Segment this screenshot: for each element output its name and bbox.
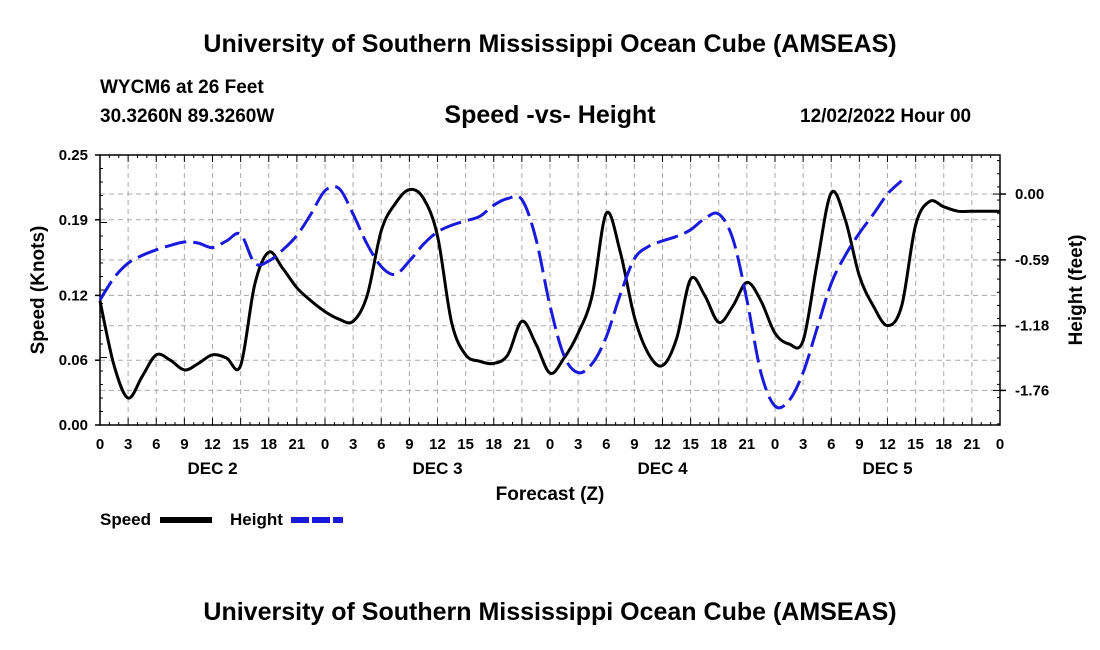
- x-tick-label: 12: [429, 436, 446, 453]
- x-tick-label: 9: [855, 436, 863, 453]
- x-tick-label: 0: [546, 436, 554, 453]
- x-tick-label: 12: [204, 436, 221, 453]
- x-tick-label: 15: [232, 436, 249, 453]
- grid: [100, 155, 1000, 425]
- x-tick-label: 18: [935, 436, 952, 453]
- speed-series-line: [98, 187, 1000, 400]
- x-tick-label: 15: [682, 436, 699, 453]
- x-tick-label: 0: [771, 436, 779, 453]
- chart-subtitle: Speed -vs- Height: [444, 101, 656, 129]
- x-tick-label: 18: [710, 436, 727, 453]
- legend: Speed Height: [100, 510, 343, 529]
- y-right-tick-label: -0.59: [1015, 252, 1049, 269]
- x-tick-label: 9: [405, 436, 413, 453]
- y-left-tick-label: 0.25: [59, 147, 88, 164]
- x-tick-label: 9: [630, 436, 638, 453]
- day-label: DEC 2: [187, 459, 237, 478]
- y-left-tick-label: 0.00: [59, 417, 88, 434]
- x-tick-label: 21: [289, 436, 306, 453]
- x-tick-label: 18: [260, 436, 277, 453]
- x-tick-label: 18: [485, 436, 502, 453]
- x-tick-label: 3: [574, 436, 582, 453]
- x-tick-label: 0: [96, 436, 104, 453]
- footer-title: University of Southern Mississippi Ocean…: [203, 598, 897, 626]
- y-right-tick-label: 0.00: [1015, 186, 1044, 203]
- forecast-datetime: 12/02/2022 Hour 00: [800, 106, 972, 127]
- x-tick-label: 15: [907, 436, 924, 453]
- x-axis-title: Forecast (Z): [496, 484, 605, 505]
- station-coordinates: 30.3260N 89.3260W: [100, 106, 275, 127]
- x-tick-label: 21: [964, 436, 981, 453]
- x-tick-label: 6: [152, 436, 160, 453]
- y-right-tick-label: -1.18: [1015, 318, 1049, 335]
- x-tick-label: 0: [996, 436, 1004, 453]
- x-tick-label: 3: [799, 436, 807, 453]
- x-tick-label: 6: [602, 436, 610, 453]
- y-left-axis-title: Speed (Knots): [28, 226, 49, 355]
- x-tick-label: 12: [879, 436, 896, 453]
- plot-frame: [95, 154, 1006, 426]
- day-label: DEC 5: [862, 459, 912, 478]
- day-label: DEC 3: [412, 459, 462, 478]
- day-label: DEC 4: [637, 459, 688, 478]
- series-lines: [98, 179, 1000, 410]
- y-right-axis-title: Height (feet): [1066, 235, 1087, 346]
- x-tick-label: 21: [739, 436, 756, 453]
- station-label: WYCM6 at 26 Feet: [100, 77, 264, 98]
- x-tick-label: 12: [654, 436, 671, 453]
- y-left-tick-label: 0.12: [59, 287, 88, 304]
- x-tick-label: 3: [124, 436, 132, 453]
- x-tick-label: 3: [349, 436, 357, 453]
- x-tick-label: 0: [321, 436, 329, 453]
- axes: 0 3 6 9 12 15 18 21 0 3 6 9 12 15 18 21 0 3 6 9 12 15 18 21 0 3 6 9…: [28, 147, 1087, 505]
- y-right-tick-label: -1.76: [1015, 382, 1049, 399]
- x-tick-label: 9: [180, 436, 188, 453]
- y-left-tick-label: 0.19: [59, 212, 88, 229]
- y-left-tick-label: 0.06: [59, 352, 88, 369]
- legend-label-speed: Speed: [100, 510, 151, 529]
- height-series-line: [98, 179, 903, 410]
- x-tick-label: 21: [514, 436, 531, 453]
- x-tick-label: 6: [377, 436, 385, 453]
- legend-label-height: Height: [230, 510, 283, 529]
- x-tick-label: 6: [827, 436, 835, 453]
- x-tick-label: 15: [457, 436, 474, 453]
- chart-title: University of Southern Mississippi Ocean…: [203, 30, 897, 58]
